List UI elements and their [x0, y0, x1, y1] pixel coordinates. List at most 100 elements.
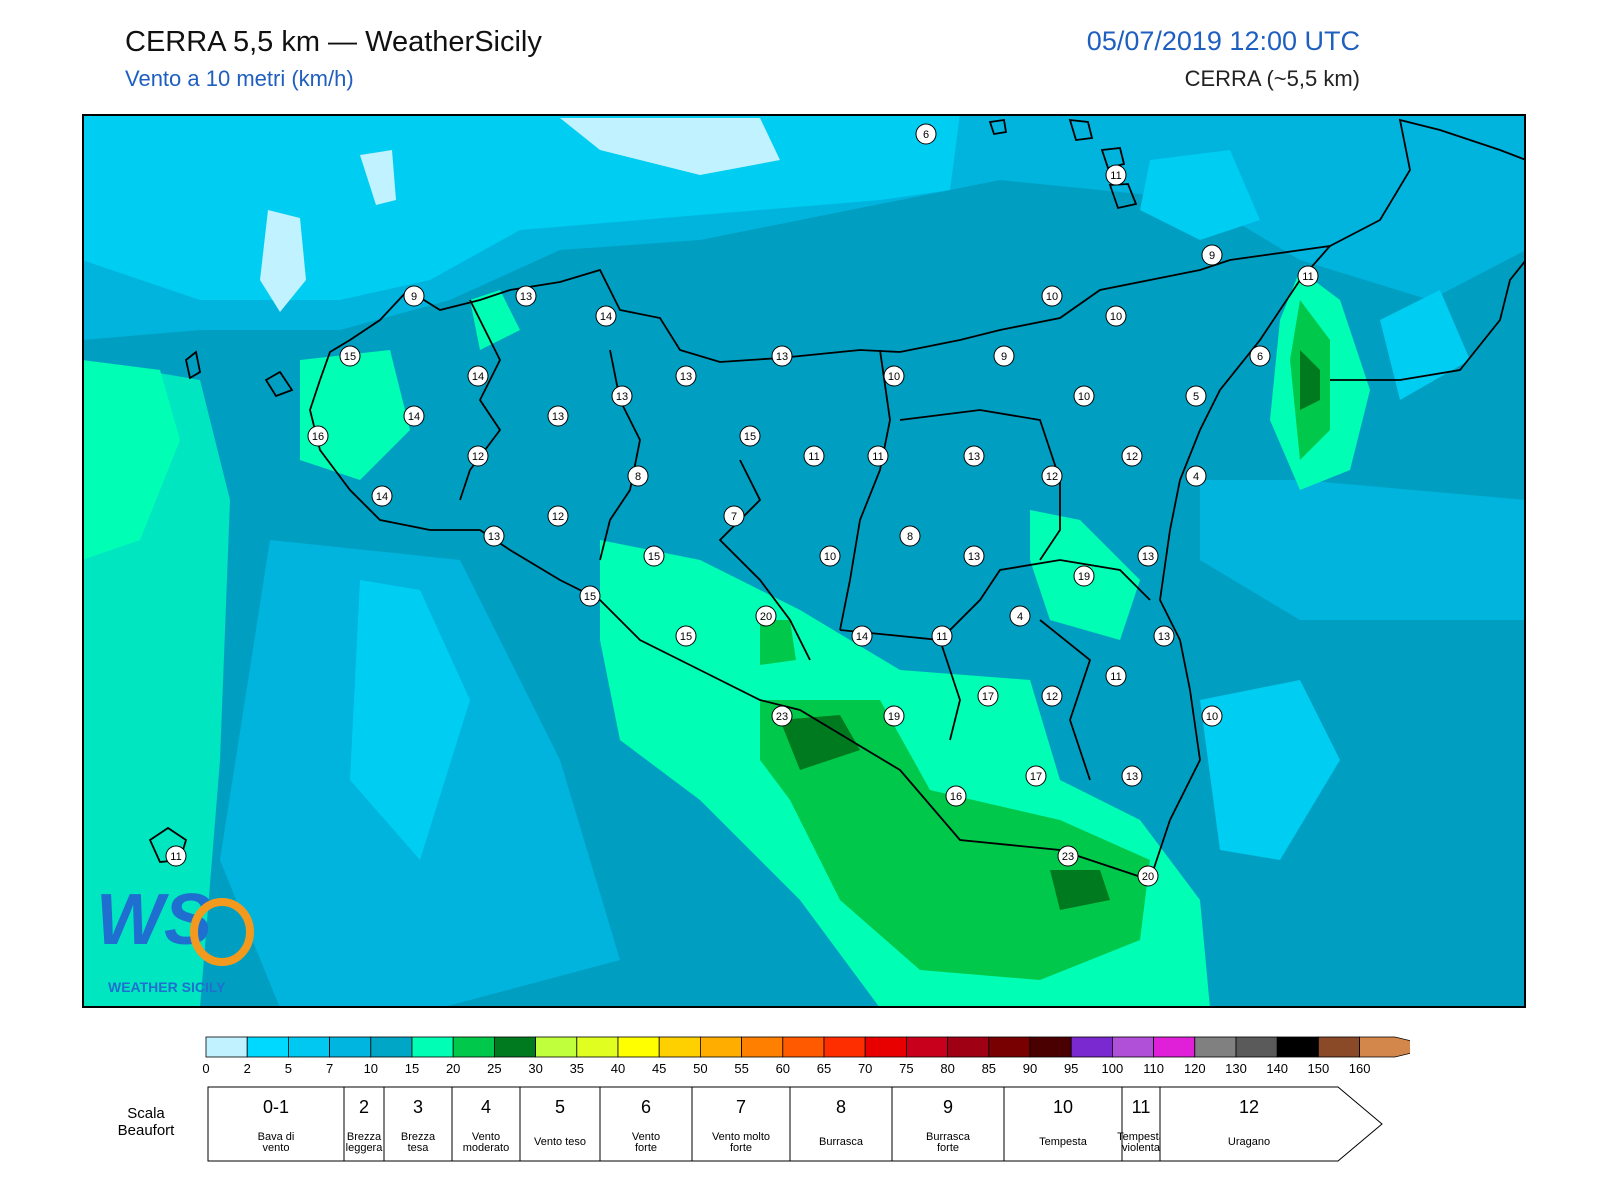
- wind-label: 23: [1057, 845, 1079, 867]
- colorbar-tick: 95: [1064, 1061, 1078, 1075]
- wind-label-value: 15: [344, 351, 356, 363]
- colorbar-cell: [1112, 1036, 1155, 1058]
- beaufort-number: 12: [1239, 1097, 1259, 1117]
- wind-label-value: 10: [1046, 291, 1058, 303]
- wind-label: 9: [1201, 244, 1223, 266]
- colorbar-tick: 70: [858, 1061, 872, 1075]
- wind-label: 9: [403, 285, 425, 307]
- beaufort-number: 4: [481, 1097, 491, 1117]
- beaufort-label-line2: Beaufort: [118, 1122, 176, 1139]
- wind-label-value: 11: [872, 451, 883, 463]
- colorbar-cell: [411, 1036, 454, 1058]
- wind-label: 13: [611, 385, 633, 407]
- wind-label-value: 4: [1017, 611, 1023, 623]
- colorbar-cell: [906, 1036, 949, 1058]
- wind-label: 17: [1025, 765, 1047, 787]
- wind-label-value: 13: [776, 351, 788, 363]
- wind-label-value: 11: [1110, 170, 1121, 182]
- beaufort-desc: Vento: [632, 1131, 660, 1143]
- wind-label-value: 17: [982, 691, 994, 703]
- wind-label-value: 9: [1209, 250, 1215, 262]
- colorbar-arrow: [1359, 1036, 1410, 1058]
- wind-field: [82, 114, 1526, 1008]
- colorbar-cell: [288, 1036, 331, 1058]
- wind-label-value: 19: [888, 711, 900, 723]
- wind-label: 12: [547, 505, 569, 527]
- wind-label-value: 12: [1126, 451, 1138, 463]
- beaufort-desc: Uragano: [1228, 1136, 1270, 1148]
- wind-label: 9: [993, 345, 1015, 367]
- colorbar-cell: [741, 1036, 784, 1058]
- wind-label: 13: [483, 525, 505, 547]
- wind-label-value: 10: [1078, 391, 1090, 403]
- wind-label-value: 13: [520, 291, 532, 303]
- beaufort-number: 0-1: [263, 1097, 289, 1117]
- wind-label-value: 10: [1110, 311, 1122, 323]
- colorbar-cell: [864, 1036, 907, 1058]
- colorbar-tick: 2: [244, 1061, 251, 1075]
- wind-label: 14: [403, 405, 425, 427]
- colorbar-cell: [329, 1036, 372, 1058]
- wind-label: 13: [1137, 545, 1159, 567]
- beaufort-number: 11: [1132, 1097, 1151, 1117]
- wind-label-value: 16: [312, 431, 324, 443]
- wind-label: 4: [1185, 465, 1207, 487]
- model-name: CERRA (~5,5 km): [1184, 66, 1360, 91]
- wind-label: 6: [915, 123, 937, 145]
- wind-label: 8: [899, 525, 921, 547]
- beaufort-desc: moderato: [463, 1142, 509, 1154]
- colorbar-cell: [535, 1036, 578, 1058]
- wind-label: 14: [595, 305, 617, 327]
- coastlines: [148, 118, 1526, 882]
- wind-label: 11: [1105, 665, 1127, 687]
- colorbar-cell: [988, 1036, 1031, 1058]
- beaufort-desc: forte: [635, 1142, 657, 1154]
- beaufort-desc: Brezza: [347, 1131, 382, 1143]
- wind-speed-colorbar: 0 2 5 7 10 15 20 25 30 35 40 45 50 55 60 65 70 75 80 85 90 95…: [202, 1036, 1410, 1075]
- wind-label-value: 10: [824, 551, 836, 563]
- colorbar-cell: [617, 1036, 660, 1058]
- beaufort-desc: Vento teso: [534, 1136, 586, 1148]
- colorbar-cell: [493, 1036, 536, 1058]
- wind-label-value: 11: [1110, 671, 1121, 683]
- colorbar-tick: 40: [611, 1061, 625, 1075]
- colorbar-tick: 10: [364, 1061, 378, 1075]
- colorbar-tick: 130: [1225, 1061, 1247, 1075]
- beaufort-desc: forte: [937, 1142, 959, 1154]
- beaufort-label-line1: Scala: [127, 1105, 165, 1122]
- colorbar-tick: 7: [326, 1061, 333, 1075]
- wind-label-value: 15: [744, 431, 756, 443]
- wind-label-value: 9: [1001, 351, 1007, 363]
- wind-label: 16: [945, 785, 967, 807]
- wind-label: 13: [515, 285, 537, 307]
- wind-label: 13: [1121, 765, 1143, 787]
- wind-label-value: 11: [808, 451, 819, 463]
- colorbar-cell: [1029, 1036, 1072, 1058]
- wind-label-value: 14: [408, 411, 420, 423]
- wind-label: 10: [1201, 705, 1223, 727]
- wind-label-value: 20: [1142, 871, 1154, 883]
- colorbar-tick: 45: [652, 1061, 666, 1075]
- colorbar-cell: [1153, 1036, 1196, 1058]
- colorbar-cell: [1318, 1036, 1361, 1058]
- wind-label: 15: [339, 345, 361, 367]
- wind-label: 4: [1009, 605, 1031, 627]
- beaufort-desc: Tempesta: [1039, 1136, 1088, 1148]
- colorbar-cell: [1194, 1036, 1237, 1058]
- beaufort-cell: 12 Uragano: [1159, 1086, 1383, 1162]
- beaufort-desc: Brezza: [401, 1131, 436, 1143]
- wind-label-value: 13: [616, 391, 628, 403]
- beaufort-number: 7: [736, 1097, 746, 1117]
- wind-label-value: 8: [635, 471, 641, 483]
- wind-label: 11: [165, 845, 187, 867]
- wind-label-value: 13: [968, 451, 980, 463]
- wind-label-value: 16: [950, 791, 962, 803]
- wind-label-value: 14: [600, 311, 612, 323]
- weathersicily-logo: WS WEATHER SICILY: [96, 880, 254, 995]
- beaufort-desc: Burrasca: [819, 1136, 864, 1148]
- colorbar-tick: 20: [446, 1061, 460, 1075]
- wind-label: 13: [963, 545, 985, 567]
- colorbar-cell: [1070, 1036, 1113, 1058]
